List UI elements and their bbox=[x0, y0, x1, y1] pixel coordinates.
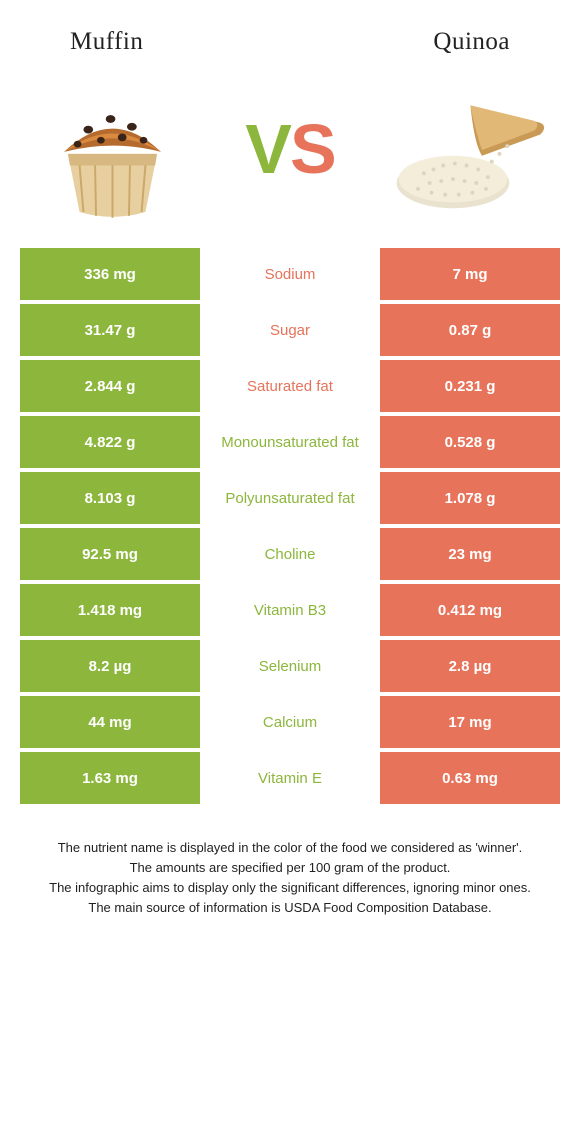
cell-left-value: 2.844 g bbox=[20, 360, 200, 412]
cell-right-value: 0.412 mg bbox=[380, 584, 560, 636]
table-row: 2.844 gSaturated fat0.231 g bbox=[20, 360, 560, 416]
cell-left-value: 8.103 g bbox=[20, 472, 200, 524]
table-row: 1.63 mgVitamin E0.63 mg bbox=[20, 752, 560, 808]
cell-right-value: 17 mg bbox=[380, 696, 560, 748]
cell-nutrient-label: Selenium bbox=[200, 640, 380, 692]
cell-left-value: 336 mg bbox=[20, 248, 200, 300]
vs-s: S bbox=[290, 110, 335, 188]
cell-left-value: 4.822 g bbox=[20, 416, 200, 468]
cell-right-value: 0.528 g bbox=[380, 416, 560, 468]
cell-left-value: 8.2 µg bbox=[20, 640, 200, 692]
cell-left-value: 1.63 mg bbox=[20, 752, 200, 804]
cell-left-value: 92.5 mg bbox=[20, 528, 200, 580]
cell-nutrient-label: Sugar bbox=[200, 304, 380, 356]
cell-right-value: 2.8 µg bbox=[380, 640, 560, 692]
table-row: 31.47 gSugar0.87 g bbox=[20, 304, 560, 360]
infographic-root: Muffin Quinoa bbox=[0, 0, 580, 949]
cell-left-value: 31.47 g bbox=[20, 304, 200, 356]
hero-row: VS bbox=[0, 74, 580, 248]
cell-nutrient-label: Sodium bbox=[200, 248, 380, 300]
cell-nutrient-label: Monounsaturated fat bbox=[200, 416, 380, 468]
cell-right-value: 0.87 g bbox=[380, 304, 560, 356]
cell-left-value: 1.418 mg bbox=[20, 584, 200, 636]
cell-nutrient-label: Calcium bbox=[200, 696, 380, 748]
cell-nutrient-label: Polyunsaturated fat bbox=[200, 472, 380, 524]
cell-right-value: 23 mg bbox=[380, 528, 560, 580]
quinoa-image bbox=[385, 74, 550, 224]
muffin-image bbox=[30, 74, 195, 224]
table-row: 8.2 µgSelenium2.8 µg bbox=[20, 640, 560, 696]
cell-right-value: 7 mg bbox=[380, 248, 560, 300]
table-row: 336 mgSodium7 mg bbox=[20, 248, 560, 304]
table-row: 1.418 mgVitamin B30.412 mg bbox=[20, 584, 560, 640]
vs-v: V bbox=[245, 110, 290, 188]
cell-nutrient-label: Choline bbox=[200, 528, 380, 580]
cell-left-value: 44 mg bbox=[20, 696, 200, 748]
cell-right-value: 0.63 mg bbox=[380, 752, 560, 804]
title-left: Muffin bbox=[70, 28, 143, 56]
footer-line: The main source of information is USDA F… bbox=[30, 898, 550, 918]
footer-line: The nutrient name is displayed in the co… bbox=[30, 838, 550, 858]
nutrient-table: 336 mgSodium7 mg31.47 gSugar0.87 g2.844 … bbox=[20, 248, 560, 808]
title-right: Quinoa bbox=[433, 28, 510, 56]
cell-nutrient-label: Vitamin E bbox=[200, 752, 380, 804]
table-row: 4.822 gMonounsaturated fat0.528 g bbox=[20, 416, 560, 472]
table-row: 8.103 gPolyunsaturated fat1.078 g bbox=[20, 472, 560, 528]
footer-line: The amounts are specified per 100 gram o… bbox=[30, 858, 550, 878]
cell-nutrient-label: Saturated fat bbox=[200, 360, 380, 412]
vs-label: VS bbox=[245, 114, 334, 184]
cell-nutrient-label: Vitamin B3 bbox=[200, 584, 380, 636]
title-row: Muffin Quinoa bbox=[0, 0, 580, 74]
table-row: 44 mgCalcium17 mg bbox=[20, 696, 560, 752]
footer-notes: The nutrient name is displayed in the co… bbox=[30, 838, 550, 919]
cell-right-value: 1.078 g bbox=[380, 472, 560, 524]
footer-line: The infographic aims to display only the… bbox=[30, 878, 550, 898]
table-row: 92.5 mgCholine23 mg bbox=[20, 528, 560, 584]
cell-right-value: 0.231 g bbox=[380, 360, 560, 412]
